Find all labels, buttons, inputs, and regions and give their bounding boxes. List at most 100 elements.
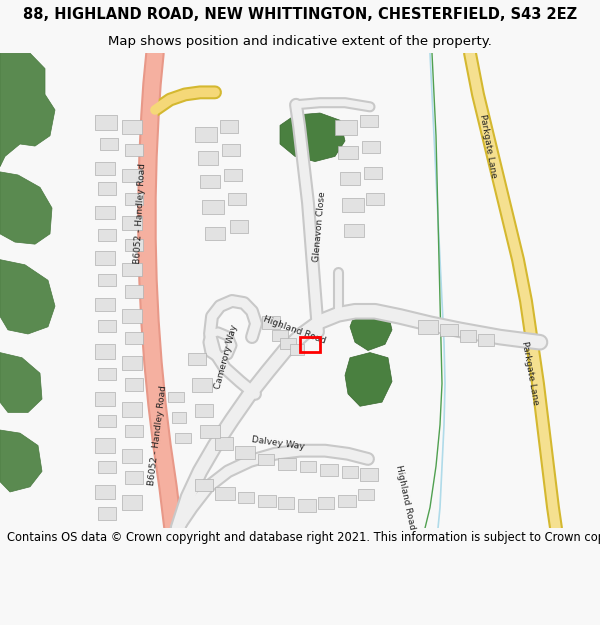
Bar bbox=[125, 378, 143, 391]
Bar bbox=[188, 352, 206, 365]
Bar bbox=[258, 495, 276, 508]
Bar bbox=[278, 497, 294, 509]
Polygon shape bbox=[280, 113, 345, 161]
Bar bbox=[342, 198, 364, 212]
Bar bbox=[478, 334, 494, 346]
Polygon shape bbox=[0, 172, 52, 244]
Bar bbox=[122, 449, 142, 463]
Bar bbox=[98, 368, 116, 381]
Bar bbox=[272, 330, 288, 341]
Bar bbox=[168, 392, 184, 402]
Bar bbox=[215, 487, 235, 500]
Bar bbox=[300, 461, 316, 472]
Bar bbox=[95, 115, 117, 129]
Bar bbox=[122, 495, 142, 509]
Bar bbox=[95, 344, 115, 359]
Bar bbox=[228, 192, 246, 205]
Bar bbox=[364, 167, 382, 179]
Text: Highland Road: Highland Road bbox=[394, 464, 416, 531]
Text: Parkgate Lane: Parkgate Lane bbox=[520, 341, 540, 406]
Bar bbox=[200, 175, 220, 188]
Bar bbox=[195, 404, 213, 417]
Text: B6052 - Handley Road: B6052 - Handley Road bbox=[133, 162, 147, 264]
Bar bbox=[460, 330, 476, 342]
Bar bbox=[340, 172, 360, 185]
Bar bbox=[192, 378, 212, 392]
Bar bbox=[222, 144, 240, 156]
Text: Map shows position and indicative extent of the property.: Map shows position and indicative extent… bbox=[108, 35, 492, 48]
Bar bbox=[262, 316, 280, 329]
Bar bbox=[258, 454, 274, 465]
Text: Parkgate Lane: Parkgate Lane bbox=[478, 113, 498, 179]
Bar bbox=[342, 466, 358, 478]
Bar bbox=[95, 485, 115, 499]
Bar bbox=[125, 332, 143, 344]
Polygon shape bbox=[345, 352, 392, 406]
Bar bbox=[125, 425, 143, 438]
Bar bbox=[220, 120, 238, 132]
Bar bbox=[360, 468, 378, 481]
Bar bbox=[360, 115, 378, 128]
Bar bbox=[125, 192, 143, 205]
Bar bbox=[122, 309, 142, 322]
Bar bbox=[122, 262, 142, 276]
Bar bbox=[122, 356, 142, 370]
Polygon shape bbox=[350, 309, 392, 351]
Bar bbox=[122, 169, 142, 182]
Bar bbox=[98, 319, 116, 332]
Bar bbox=[95, 298, 115, 311]
Bar bbox=[418, 319, 438, 334]
Bar bbox=[125, 471, 143, 484]
Bar bbox=[202, 200, 224, 214]
Bar bbox=[195, 127, 217, 142]
Polygon shape bbox=[0, 53, 55, 167]
Polygon shape bbox=[0, 259, 55, 334]
Bar bbox=[98, 461, 116, 473]
Bar bbox=[172, 412, 186, 422]
Text: Contains OS data © Crown copyright and database right 2021. This information is : Contains OS data © Crown copyright and d… bbox=[7, 531, 600, 544]
Text: Camerory Way: Camerory Way bbox=[213, 324, 239, 390]
Bar bbox=[235, 446, 255, 459]
Bar bbox=[98, 274, 116, 286]
Bar bbox=[125, 239, 143, 251]
Text: B6052 - Handley Road: B6052 - Handley Road bbox=[148, 384, 169, 486]
Bar bbox=[320, 464, 338, 476]
Bar bbox=[366, 192, 384, 205]
Bar bbox=[358, 489, 374, 500]
Bar bbox=[224, 169, 242, 181]
Bar bbox=[175, 433, 191, 444]
Polygon shape bbox=[0, 352, 42, 412]
Bar bbox=[440, 324, 458, 336]
Bar bbox=[122, 216, 142, 230]
Bar bbox=[278, 458, 296, 470]
Bar bbox=[200, 425, 220, 438]
Bar bbox=[100, 138, 118, 150]
Bar bbox=[238, 492, 254, 503]
Bar bbox=[198, 151, 218, 164]
Bar bbox=[195, 479, 213, 491]
Bar bbox=[95, 206, 115, 219]
Bar bbox=[362, 141, 380, 153]
Bar bbox=[230, 221, 248, 232]
Bar bbox=[98, 414, 116, 427]
Bar bbox=[98, 229, 116, 241]
Bar bbox=[344, 224, 364, 237]
Bar bbox=[338, 495, 356, 508]
Bar bbox=[205, 227, 225, 240]
Bar bbox=[335, 120, 357, 135]
Bar bbox=[95, 161, 115, 175]
Text: Highland Road: Highland Road bbox=[262, 314, 328, 346]
Bar bbox=[98, 508, 116, 520]
Bar bbox=[318, 497, 334, 509]
Bar bbox=[95, 438, 115, 452]
Bar bbox=[298, 499, 316, 512]
Bar bbox=[122, 402, 142, 417]
Bar bbox=[95, 392, 115, 406]
Bar bbox=[125, 286, 143, 298]
Bar bbox=[300, 337, 320, 351]
Text: 88, HIGHLAND ROAD, NEW WHITTINGTON, CHESTERFIELD, S43 2EZ: 88, HIGHLAND ROAD, NEW WHITTINGTON, CHES… bbox=[23, 8, 577, 22]
Text: Glenavon Close: Glenavon Close bbox=[313, 191, 328, 262]
Bar bbox=[290, 344, 304, 354]
Bar bbox=[125, 144, 143, 156]
Bar bbox=[338, 146, 358, 159]
